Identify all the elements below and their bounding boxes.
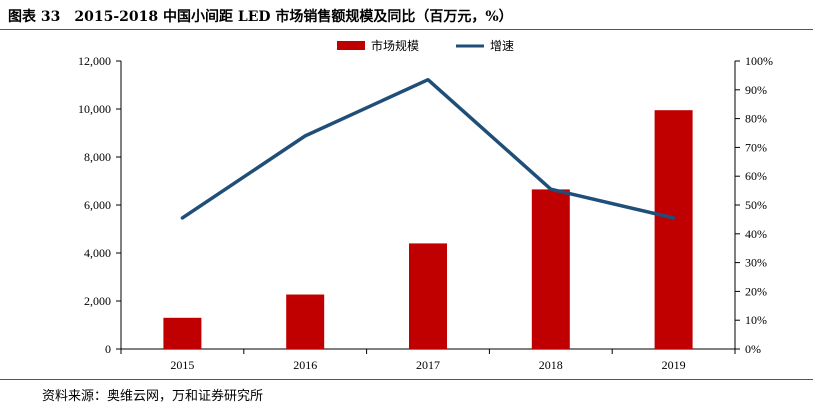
- right-tick-label: 30%: [745, 256, 767, 270]
- x-tick-label: 2017: [416, 358, 440, 372]
- right-tick-label: 60%: [745, 169, 767, 183]
- x-tick-label: 2018: [539, 358, 563, 372]
- left-tick-label: 4,000: [84, 246, 111, 260]
- bars-layer: [163, 110, 693, 349]
- legend-label-line: 增速: [490, 39, 514, 53]
- right-tick-label: 80%: [745, 112, 767, 126]
- right-tick-label: 10%: [745, 313, 767, 327]
- growth-line: [180, 77, 676, 220]
- left-tick-label: 12,000: [78, 54, 111, 68]
- right-tick-label: 0%: [745, 342, 761, 356]
- x-tick-label: 2016: [293, 358, 317, 372]
- left-tick-label: 2,000: [84, 294, 111, 308]
- bar-2016: [286, 294, 325, 349]
- left-tick-label: 6,000: [84, 198, 111, 212]
- bar-2019: [654, 110, 693, 349]
- right-tick-label: 20%: [745, 284, 767, 298]
- right-tick-label: 100%: [745, 54, 773, 68]
- legend-swatch-bar: [337, 41, 365, 50]
- legend-label-bar: 市场规模: [371, 38, 419, 53]
- right-tick-label: 40%: [745, 227, 767, 241]
- x-tick-label: 2019: [662, 358, 686, 372]
- bar-2018: [531, 189, 570, 349]
- source-note: 资料来源：奥维云网，万和证券研究所: [42, 389, 264, 404]
- left-tick-label: 8,000: [84, 150, 111, 164]
- right-tick-label: 70%: [745, 140, 767, 154]
- left-tick-label: 0: [105, 342, 111, 356]
- right-tick-label: 90%: [745, 83, 767, 97]
- x-tick-label: 2015: [170, 358, 194, 372]
- bottom-divider: [0, 379, 813, 380]
- chart-title: 图表 33 2015-2018 中国小间距 LED 市场销售额规模及同比（百万元…: [8, 9, 513, 25]
- left-tick-label: 10,000: [78, 102, 111, 116]
- bar-2015: [163, 317, 202, 349]
- legend: 市场规模 增速: [337, 38, 514, 53]
- bar-2017: [409, 243, 447, 349]
- top-divider: [0, 29, 813, 30]
- right-tick-label: 50%: [745, 198, 767, 212]
- line-layer: [180, 77, 676, 220]
- tick-labels: 0 2,000 4,000 6,000 8,000 10,000 12,000 0% 10% 20…: [78, 54, 773, 372]
